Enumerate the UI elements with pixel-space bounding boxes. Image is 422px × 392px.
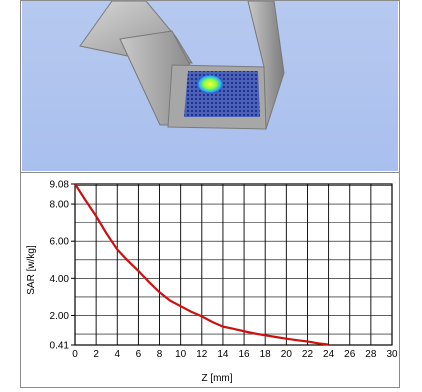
sar-series-line: [74, 183, 329, 346]
x-tick-label: 14: [217, 349, 229, 360]
x-tick-label: 30: [386, 349, 398, 360]
y-tick-label: 9.08: [50, 180, 70, 191]
x-tick-label: 22: [302, 349, 314, 360]
chart-series: [74, 183, 329, 346]
x-tick-label: 12: [196, 349, 208, 360]
plot-area: [74, 183, 393, 346]
x-tick-label: 8: [157, 349, 163, 360]
y-tick-label: 6.00: [50, 237, 70, 248]
x-tick-label: 24: [323, 349, 335, 360]
y-tick-label: 2.00: [50, 311, 70, 322]
chart-cell-border: [20, 172, 400, 388]
x-tick-label: 18: [260, 349, 272, 360]
x-tick-label: 28: [365, 349, 377, 360]
x-tick-label: 26: [344, 349, 356, 360]
y-tick-label: 0.41: [50, 341, 70, 352]
x-tick-label: 6: [136, 349, 142, 360]
x-tick-label: 16: [239, 349, 251, 360]
y-tick-label: 8.00: [50, 200, 70, 211]
sar-chart-svg: 0 2 4 6 8 10 12 14 16 18 20 22 24 26 28 300.412.004.006…: [26, 180, 398, 385]
x-tick-label: 0: [72, 349, 78, 360]
chart-grid: [74, 183, 393, 346]
chart-axes: 0 2 4 6 8 10 12 14 16 18 20 22 24 26 28 300.412.004.006…: [50, 180, 398, 361]
y-tick-label: 4.00: [50, 274, 70, 285]
x-tick-label: 4: [114, 349, 120, 360]
x-axis-label: Z [mm]: [201, 373, 232, 384]
x-tick-label: 2: [93, 349, 99, 360]
phantom-3d-view: [22, 1, 398, 171]
x-tick-label: 20: [281, 349, 293, 360]
sar-chart: 0 2 4 6 8 10 12 14 16 18 20 22 24 26 28 30 0.41 2.00 4.00 6…: [22, 173, 398, 387]
sar-phantom-3d-render-icon: [79, 1, 285, 130]
x-tick-label: 10: [175, 349, 187, 360]
y-axis-label: SAR [w/kg]: [26, 245, 37, 295]
